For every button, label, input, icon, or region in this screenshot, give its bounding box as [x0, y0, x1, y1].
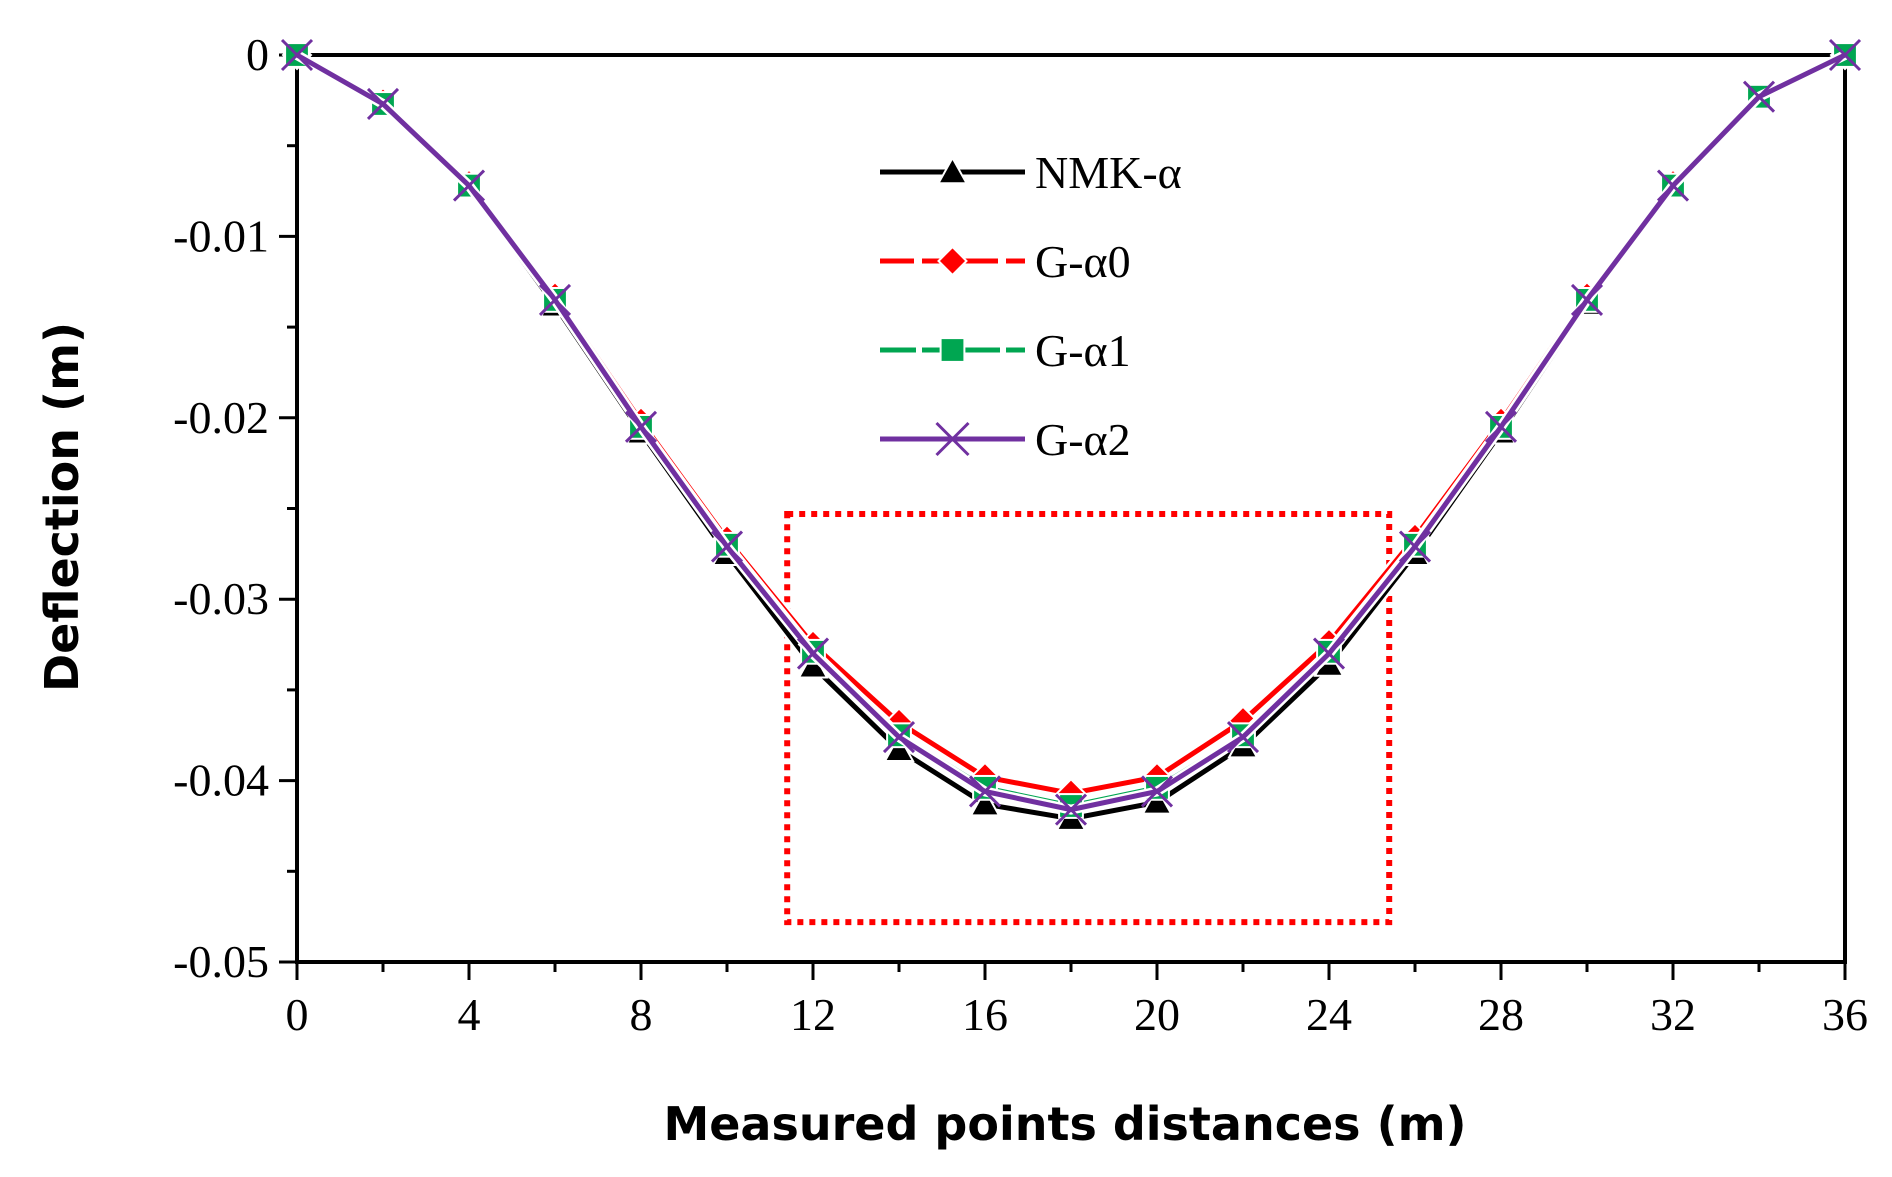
data-point-3-2-stroke-b	[452, 169, 486, 202]
data-point-3-2	[452, 169, 486, 202]
x-tick-label: 28	[1478, 989, 1524, 1040]
highlight-box-0	[784, 510, 1393, 926]
legend-label-1: G-α0	[1035, 236, 1131, 287]
data-point-3-13	[1398, 530, 1432, 563]
data-point-3-16-stroke-b	[1656, 169, 1690, 202]
series-3	[280, 38, 1862, 826]
data-point-3-10-stroke-b	[1140, 775, 1174, 808]
x-tick-label: 8	[630, 989, 653, 1040]
data-point-3-9	[1054, 793, 1088, 826]
legend-marker-3	[935, 421, 970, 457]
data-point-3-15-stroke-b	[1570, 283, 1604, 316]
data-point-3-18-stroke-b	[1828, 38, 1862, 72]
x-tick-label: 0	[286, 989, 309, 1040]
legend: NMK-α G-α0 G-α1 G-α2	[880, 147, 1182, 465]
x-axis: 0 4 8 12 16 20 24 28 32 36	[286, 962, 1868, 1040]
data-point-3-1	[366, 87, 400, 121]
x-tick-label: 24	[1306, 989, 1352, 1040]
data-point-3-8-stroke-b	[968, 775, 1002, 808]
data-point-3-6-stroke-b	[796, 637, 830, 670]
data-point-3-13-stroke-b	[1398, 530, 1432, 563]
data-point-3-11	[1226, 721, 1260, 754]
x-axis-title: Measured points distances (m)	[663, 1097, 1466, 1151]
data-point-3-5-stroke-b	[710, 530, 744, 563]
data-point-3-14	[1484, 410, 1518, 443]
data-point-3-18	[1828, 38, 1862, 72]
data-point-3-3	[538, 283, 572, 316]
data-point-3-9-stroke-b	[1054, 793, 1088, 826]
data-point-3-0-stroke-b	[280, 38, 314, 72]
data-point-3-12	[1312, 637, 1346, 670]
x-tick-label: 32	[1650, 989, 1696, 1040]
legend-marker-3-stroke-b	[935, 421, 970, 457]
x-tick-label: 20	[1134, 989, 1180, 1040]
data-point-3-16	[1656, 169, 1690, 202]
x-tick-label: 4	[458, 989, 481, 1040]
x-tick-label: 16	[962, 989, 1008, 1040]
data-point-3-17	[1742, 80, 1776, 113]
data-point-0-10	[1141, 786, 1173, 815]
x-tick-label: 12	[790, 989, 836, 1040]
y-tick-label: -0.02	[173, 392, 269, 443]
y-tick-label: 0	[246, 29, 269, 80]
data-point-3-6	[796, 637, 830, 670]
data-point-0-8	[969, 788, 1001, 817]
legend-label-0: NMK-α	[1035, 147, 1182, 198]
data-point-3-14-stroke-b	[1484, 410, 1518, 443]
series-layer	[280, 38, 1862, 831]
data-point-3-1-stroke-b	[366, 87, 400, 121]
legend-marker-0	[936, 155, 969, 185]
data-point-3-17-stroke-b	[1742, 80, 1776, 113]
data-point-3-15	[1570, 283, 1604, 316]
y-axis: 0 -0.01 -0.02 -0.03 -0.04 -0.05	[173, 29, 297, 987]
data-point-0-7	[883, 733, 915, 762]
data-point-3-0	[280, 38, 314, 72]
y-tick-label: -0.05	[173, 936, 269, 987]
y-tick-label: -0.03	[173, 573, 269, 624]
y-tick-label: -0.01	[173, 210, 269, 261]
y-tick-label: -0.04	[173, 755, 269, 806]
data-point-3-5	[710, 530, 744, 563]
data-point-3-11-stroke-b	[1226, 721, 1260, 754]
legend-marker-2	[939, 337, 966, 363]
y-axis-title: Deflection (m)	[35, 322, 89, 692]
data-point-3-7-stroke-b	[882, 721, 916, 754]
data-point-3-4	[624, 410, 658, 443]
data-point-3-12-stroke-b	[1312, 637, 1346, 670]
data-point-3-10	[1140, 775, 1174, 808]
legend-label-3: G-α2	[1035, 414, 1131, 465]
data-point-3-7	[882, 721, 916, 754]
annotation-layer	[784, 510, 1393, 926]
legend-label-2: G-α1	[1035, 325, 1131, 376]
x-tick-label: 36	[1822, 989, 1868, 1040]
data-point-3-4-stroke-b	[624, 410, 658, 443]
data-point-3-3-stroke-b	[538, 283, 572, 316]
data-point-3-8	[968, 775, 1002, 808]
legend-marker-1	[937, 245, 968, 277]
